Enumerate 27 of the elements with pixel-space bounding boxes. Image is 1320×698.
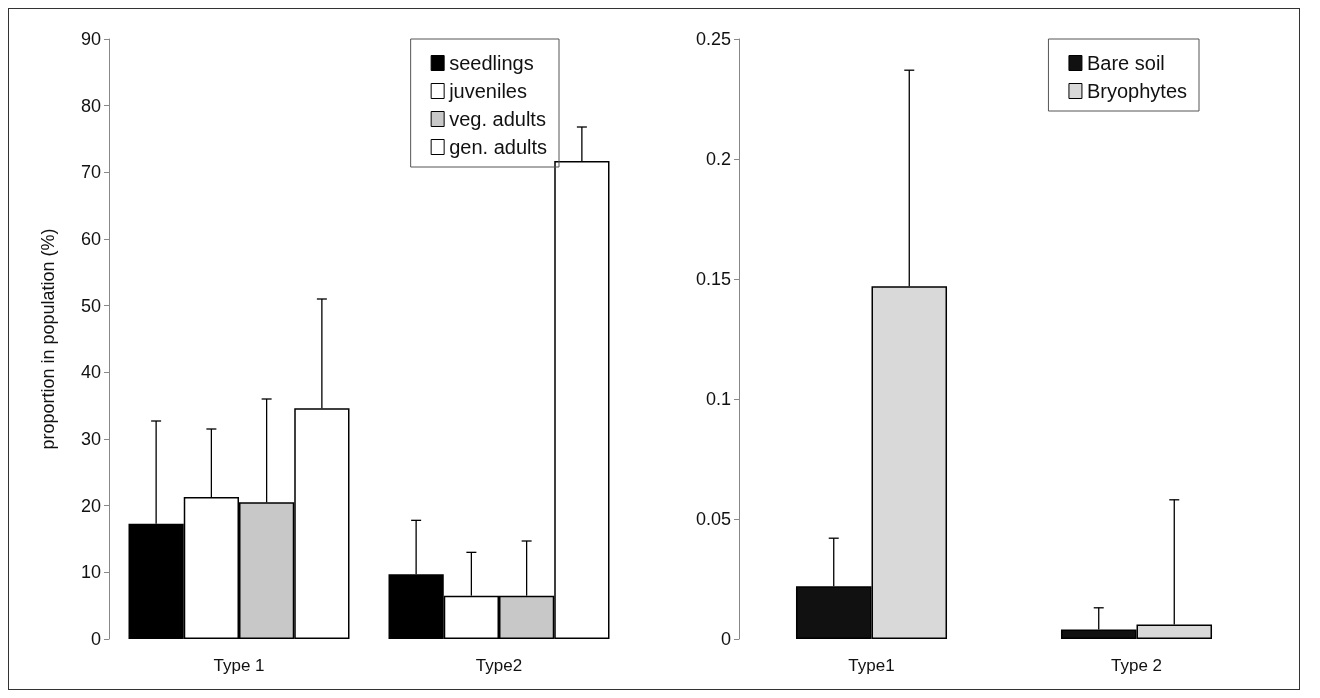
- y-tick-label: 80: [80, 95, 101, 116]
- legend-label: seedlings: [449, 52, 534, 74]
- x-tick-label: Type 1: [213, 656, 265, 675]
- legend-label: veg. adults: [449, 108, 546, 130]
- y-tick-label: 50: [80, 295, 101, 316]
- y-tick-label: 0.2: [705, 149, 731, 169]
- x-tick-label: Type 2: [1110, 656, 1163, 675]
- y-tick-label: 90: [80, 29, 101, 49]
- y-tick-label: 40: [80, 362, 101, 383]
- legend-label: Bryophytes: [1086, 80, 1188, 102]
- legend-label: juveniles: [448, 80, 527, 102]
- y-tick-label: 30: [80, 429, 101, 449]
- y-tick-label: 0.25: [695, 29, 731, 49]
- y-tick-label: 0: [720, 629, 731, 649]
- y-axis-title: proportion in population (%): [38, 228, 58, 450]
- y-tick-label: 0.1: [705, 389, 731, 409]
- y-tick-label: 0.15: [695, 269, 731, 289]
- legend-label: gen. adults: [449, 136, 548, 158]
- y-tick-label: 0: [90, 629, 101, 649]
- x-tick-label: Type1: [848, 656, 895, 675]
- legend-label: Bare soil: [1086, 52, 1165, 74]
- x-tick-label: Type2: [475, 656, 523, 675]
- y-tick-label: 20: [80, 495, 101, 516]
- y-tick-label: 10: [80, 562, 101, 583]
- y-tick-label: 70: [80, 162, 101, 183]
- y-tick-label: 0.05: [695, 509, 731, 529]
- y-tick-label: 60: [80, 229, 101, 249]
